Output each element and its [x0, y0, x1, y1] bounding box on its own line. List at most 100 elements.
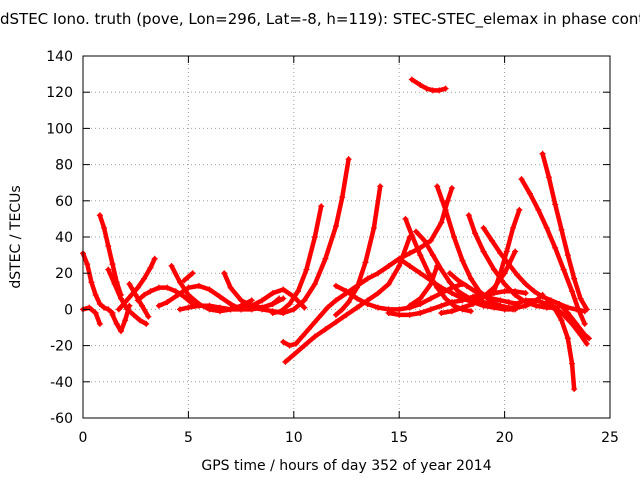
data-point	[195, 282, 202, 289]
data-point	[451, 234, 458, 240]
data-point	[522, 281, 529, 288]
data-point	[459, 257, 466, 264]
data-point	[141, 275, 148, 282]
data-point	[185, 284, 192, 291]
series-trace	[544, 299, 590, 347]
data-point	[113, 320, 120, 327]
data-point	[545, 174, 552, 181]
data-point	[396, 306, 403, 313]
data-series	[80, 250, 116, 317]
data-point	[269, 310, 276, 317]
y-tick-label: 60	[55, 194, 73, 210]
x-tick-label: 5	[184, 430, 193, 446]
data-point	[575, 306, 582, 313]
data-series	[408, 76, 449, 94]
data-point	[406, 250, 413, 257]
data-point	[227, 300, 234, 307]
data-point	[552, 304, 559, 311]
data-point	[533, 297, 540, 304]
data-point	[343, 288, 350, 295]
data-series	[556, 300, 592, 342]
data-point	[217, 304, 224, 311]
data-point	[322, 255, 329, 262]
data-point	[491, 266, 498, 273]
data-point	[396, 262, 403, 269]
data-point	[512, 291, 519, 298]
data-point	[115, 306, 122, 313]
data-point	[480, 224, 487, 231]
data-point	[109, 261, 116, 268]
series-trace	[80, 305, 103, 327]
data-point	[448, 290, 455, 297]
data-point	[417, 300, 424, 307]
data-point	[111, 281, 118, 288]
data-point	[539, 293, 546, 300]
data-point	[370, 224, 377, 231]
data-point	[126, 281, 133, 288]
data-point	[522, 297, 529, 304]
data-point	[92, 310, 99, 317]
data-point	[505, 299, 512, 306]
data-point	[151, 255, 158, 262]
series-trace	[97, 213, 124, 298]
data-point	[417, 295, 424, 302]
data-point	[109, 311, 116, 318]
data-point	[573, 320, 580, 327]
data-point	[436, 87, 443, 94]
series-trace	[439, 249, 518, 316]
data-point	[172, 288, 179, 295]
data-point	[459, 295, 466, 302]
data-series	[543, 299, 590, 347]
data-point	[375, 270, 382, 277]
data-point	[354, 295, 361, 302]
data-point	[311, 333, 318, 340]
data-point	[451, 302, 458, 309]
data-point	[92, 291, 99, 298]
data-point	[497, 270, 504, 277]
data-point	[322, 326, 329, 333]
data-point	[206, 286, 213, 293]
data-series	[96, 212, 124, 298]
data-point	[581, 320, 588, 327]
data-point	[488, 295, 495, 302]
data-point	[510, 224, 517, 231]
data-point	[558, 317, 565, 324]
data-point	[577, 295, 584, 302]
data-point	[552, 244, 559, 251]
data-series	[109, 302, 133, 335]
data-point	[467, 308, 474, 315]
data-point	[514, 272, 521, 279]
data-point	[516, 206, 523, 213]
data-point	[491, 304, 498, 311]
data-point	[269, 300, 276, 307]
y-tick-label: 140	[46, 49, 73, 65]
data-point	[408, 76, 415, 83]
data-point	[362, 259, 369, 266]
data-point	[444, 197, 451, 204]
y-tick-label: 40	[55, 230, 73, 246]
data-point	[423, 85, 430, 92]
data-point	[385, 281, 392, 288]
data-point	[569, 288, 576, 295]
data-point	[96, 300, 103, 307]
data-point	[185, 304, 192, 311]
x-tick-label: 0	[79, 430, 88, 446]
data-point	[564, 335, 571, 342]
data-point	[438, 266, 445, 273]
data-point	[227, 284, 234, 291]
data-point	[155, 302, 162, 309]
data-point	[488, 237, 495, 244]
data-point	[472, 230, 479, 237]
data-point	[539, 150, 546, 157]
data-series	[518, 176, 588, 327]
series-trace	[540, 151, 590, 312]
data-point	[501, 306, 508, 313]
data-series	[438, 248, 519, 317]
data-point	[438, 310, 445, 317]
data-point	[552, 201, 559, 208]
data-point	[480, 302, 487, 309]
data-point	[139, 302, 146, 309]
y-tick-label: -40	[50, 375, 73, 391]
data-point	[465, 212, 472, 219]
data-point	[413, 228, 420, 235]
